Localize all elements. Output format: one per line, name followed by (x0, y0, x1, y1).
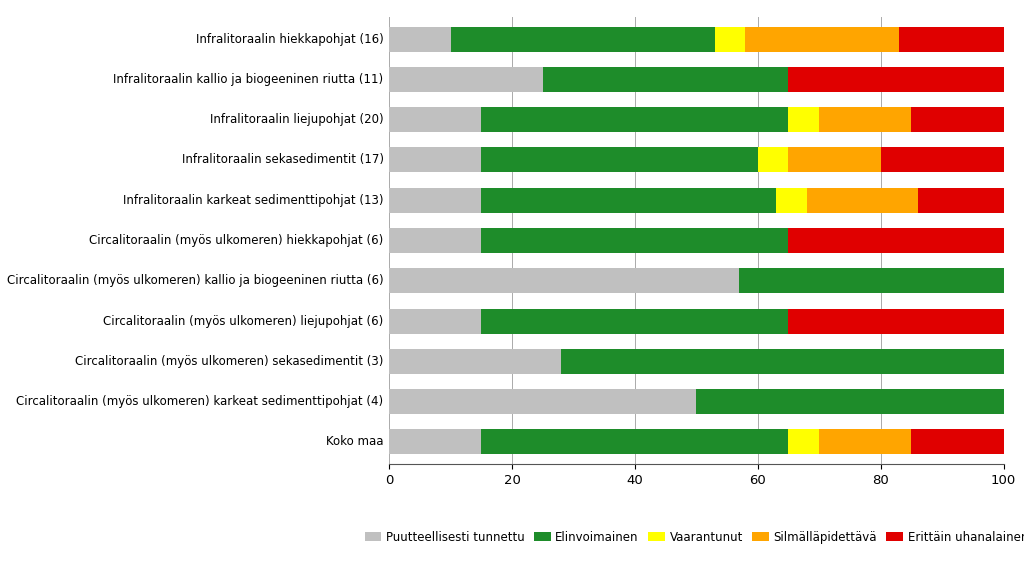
Bar (918, 188, 1004, 213)
Bar (389, 228, 481, 253)
Bar (481, 107, 788, 132)
Bar (788, 148, 881, 173)
Bar (481, 228, 788, 253)
Legend: Puutteellisesti tunnettu, Elinvoimainen, Vaarantunut, Silmälläpidettävä, Erittäi: Puutteellisesti tunnettu, Elinvoimainen,… (362, 528, 1024, 546)
Bar (389, 107, 481, 132)
Bar (389, 148, 481, 173)
Bar (788, 308, 1004, 333)
Bar (696, 389, 1004, 414)
Bar (776, 188, 807, 213)
Bar (911, 430, 1004, 454)
Bar (788, 107, 819, 132)
Bar (389, 308, 481, 333)
Bar (788, 67, 1004, 92)
Bar (745, 27, 899, 52)
Bar (807, 188, 918, 213)
Bar (481, 308, 788, 333)
Bar (389, 430, 481, 454)
Bar (389, 268, 739, 293)
Bar (788, 228, 1004, 253)
Bar (758, 148, 788, 173)
Bar (543, 67, 788, 92)
Bar (481, 148, 758, 173)
Bar (561, 349, 1004, 374)
Bar (389, 349, 561, 374)
Bar (451, 27, 715, 52)
Bar (389, 27, 451, 52)
Bar (739, 268, 1004, 293)
Bar (911, 107, 1004, 132)
Bar (481, 430, 788, 454)
Bar (819, 107, 911, 132)
Bar (788, 430, 819, 454)
Bar (899, 27, 1004, 52)
Bar (389, 389, 696, 414)
Bar (481, 188, 776, 213)
Bar (389, 67, 543, 92)
Bar (881, 148, 1004, 173)
Bar (389, 188, 481, 213)
Bar (819, 430, 911, 454)
Bar (715, 27, 745, 52)
